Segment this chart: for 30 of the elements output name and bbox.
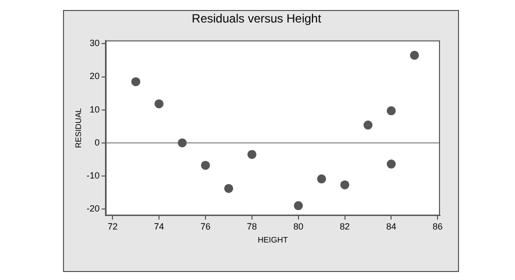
- x-tick-label: 86: [432, 221, 443, 232]
- point: [247, 150, 256, 159]
- point: [154, 99, 164, 108]
- y-tick-label: -10: [86, 170, 100, 180]
- point: [294, 201, 303, 210]
- x-tick-label: 78: [246, 221, 257, 232]
- point: [340, 180, 350, 190]
- point: [224, 184, 234, 193]
- y-tick-label: 20: [90, 71, 100, 82]
- point: [200, 160, 210, 170]
- chart-title: Residuals versus Height: [192, 12, 322, 26]
- x-tick-label: 80: [293, 221, 304, 232]
- x-tick-label: 74: [154, 221, 164, 232]
- point: [364, 120, 373, 130]
- x-axis-title: HEIGHT: [258, 235, 288, 244]
- point: [410, 50, 419, 60]
- point: [131, 77, 140, 86]
- y-tick-label: -20: [86, 203, 100, 214]
- y-tick-label: 0: [94, 137, 100, 148]
- point: [386, 160, 396, 169]
- point: [178, 138, 187, 148]
- x-tick-label: 82: [340, 221, 350, 232]
- y-tick-label: 30: [90, 38, 100, 48]
- point: [386, 106, 396, 116]
- point: [317, 174, 326, 184]
- x-tick-label: 76: [200, 221, 210, 232]
- y-axis-title: RESIDUAL: [74, 107, 84, 148]
- x-tick-label: 72: [108, 221, 118, 232]
- y-tick-label: 10: [90, 104, 100, 114]
- x-tick-label: 84: [386, 221, 396, 232]
